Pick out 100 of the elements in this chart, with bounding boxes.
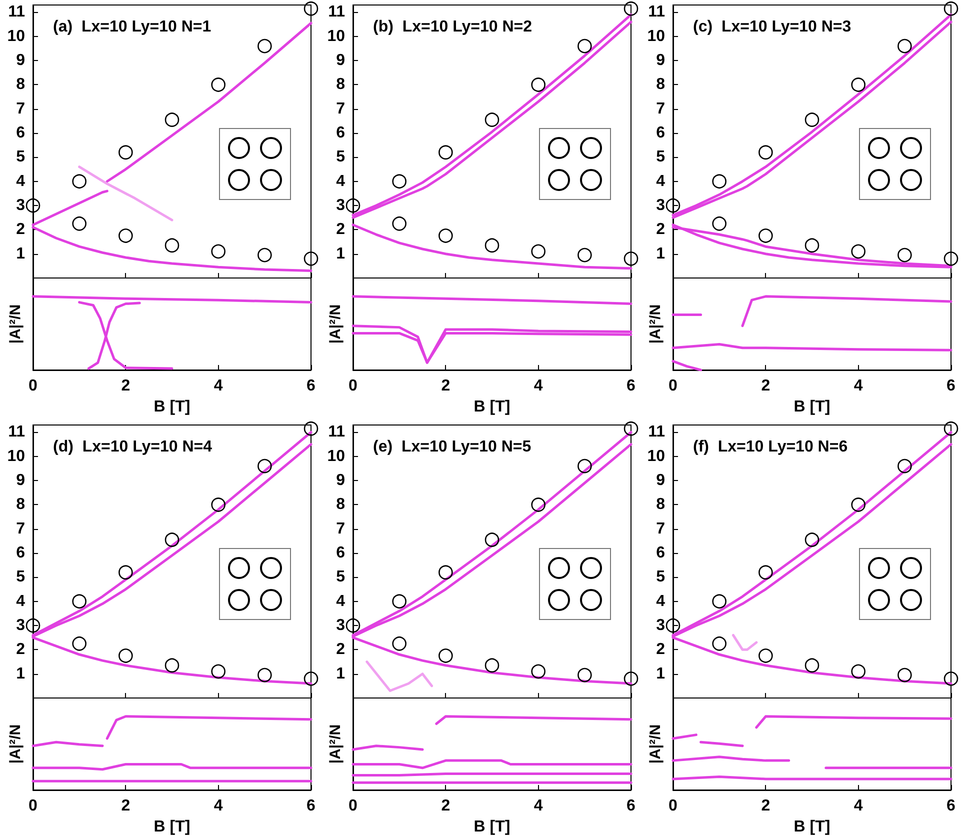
y-tick-label: 7 [16,100,26,118]
y-tick-label: 9 [336,472,346,490]
text: (d) Lx=10 Ly=10 N=4 [53,438,212,456]
y-axis-title: |A|²/N [647,304,664,344]
text: (b) Lx=10 Ly=10 N=2 [373,18,532,36]
text: (f) Lx=10 Ly=10 N=6 [693,438,848,456]
y-tick-label: 4 [16,172,26,190]
y-tick-label: 6 [336,544,346,562]
y-tick-label: 9 [656,472,666,490]
y-tick-label: 11 [328,424,346,441]
x-tick-label: 4 [854,378,863,394]
y-tick-label: 9 [16,52,26,70]
x-tick-label: 0 [668,798,678,814]
y-tick-label: 6 [16,124,26,142]
y-tick-label: 10 [327,28,346,45]
y-tick-label: 11 [8,4,26,21]
y-tick-label: 11 [8,424,26,441]
x-tick-label: 0 [348,378,358,394]
y-axis-title: |A|²/N [7,304,24,344]
y-tick-label: 11 [328,4,346,21]
y-tick-label: 6 [656,124,666,142]
x-tick-label: 2 [441,378,450,394]
x-tick-label: 4 [534,798,543,814]
y-tick-label: 8 [336,76,346,94]
y-tick-label: 7 [336,520,346,538]
y-tick-label: 7 [336,100,346,118]
y-tick-label: 10 [7,28,26,45]
x-tick-label: 2 [441,798,450,814]
y-tick-label: 2 [336,221,346,238]
y-tick-label: 2 [656,221,666,238]
y-tick-label: 4 [336,592,346,610]
y-tick-label: 5 [656,148,666,166]
y-tick-label: 3 [336,197,346,214]
x-tick-label: 0 [28,798,38,814]
y-tick-label: 9 [656,52,666,70]
y-tick-label: 2 [16,221,26,238]
y-tick-label: 3 [656,197,666,214]
y-tick-label: 8 [16,76,26,94]
y-tick-label: 6 [336,124,346,142]
y-tick-label: 1 [336,665,346,682]
y-tick-label: 3 [336,617,346,634]
x-tick-label: 6 [306,378,316,394]
x-axis-title: B [T] [474,398,510,416]
x-axis-title: B [T] [794,398,830,416]
y-tick-label: 4 [656,592,666,610]
x-axis-title: B [T] [154,818,190,836]
y-tick-label: 2 [16,641,26,658]
y-tick-label: 7 [656,520,666,538]
y-tick-label: 9 [16,472,26,490]
x-tick-label: 6 [306,798,316,814]
y-tick-label: 1 [16,245,26,262]
y-axis-title: |A|²/N [327,304,344,344]
y-tick-label: 8 [336,496,346,514]
y-tick-label: 10 [327,448,346,465]
y-tick-label: 2 [656,641,666,658]
y-tick-label: 5 [16,148,26,166]
y-tick-label: 3 [16,617,26,634]
x-tick-label: 2 [121,798,130,814]
y-tick-label: 1 [336,245,346,262]
x-tick-label: 4 [534,378,543,394]
x-tick-label: 4 [214,378,223,394]
y-tick-label: 2 [336,641,346,658]
y-tick-label: 5 [336,568,346,586]
y-tick-label: 8 [656,76,666,94]
y-tick-label: 8 [656,496,666,514]
x-axis-title: B [T] [474,818,510,836]
y-tick-label: 7 [16,520,26,538]
x-tick-label: 6 [946,378,956,394]
x-tick-label: 4 [854,798,863,814]
y-axis-title: |A|²/N [7,724,24,764]
x-tick-label: 4 [214,798,223,814]
y-tick-label: 1 [16,665,26,682]
text: (e) Lx=10 Ly=10 N=5 [373,438,532,456]
y-tick-label: 5 [336,148,346,166]
y-tick-label: 10 [647,28,666,45]
x-tick-label: 0 [348,798,358,814]
y-tick-label: 6 [656,544,666,562]
y-tick-label: 9 [336,52,346,70]
y-tick-label: 3 [16,197,26,214]
x-axis-title: B [T] [794,818,830,836]
x-tick-label: 2 [761,798,770,814]
x-tick-label: 0 [668,378,678,394]
text: (c) Lx=10 Ly=10 N=3 [693,18,852,36]
y-tick-label: 4 [336,172,346,190]
y-tick-label: 8 [16,496,26,514]
x-tick-label: 6 [626,378,636,394]
y-tick-label: 4 [656,172,666,190]
y-tick-label: 11 [648,4,666,21]
y-axis-title: |A|²/N [647,724,664,764]
y-tick-label: 6 [16,544,26,562]
y-tick-label: 11 [648,424,666,441]
y-tick-label: 10 [647,448,666,465]
y-axis-title: |A|²/N [327,724,344,764]
x-axis-title: B [T] [154,398,190,416]
y-tick-label: 7 [656,100,666,118]
y-tick-label: 1 [656,245,666,262]
y-tick-label: 1 [656,665,666,682]
x-tick-label: 2 [761,378,770,394]
x-tick-label: 2 [121,378,130,394]
y-tick-label: 5 [656,568,666,586]
